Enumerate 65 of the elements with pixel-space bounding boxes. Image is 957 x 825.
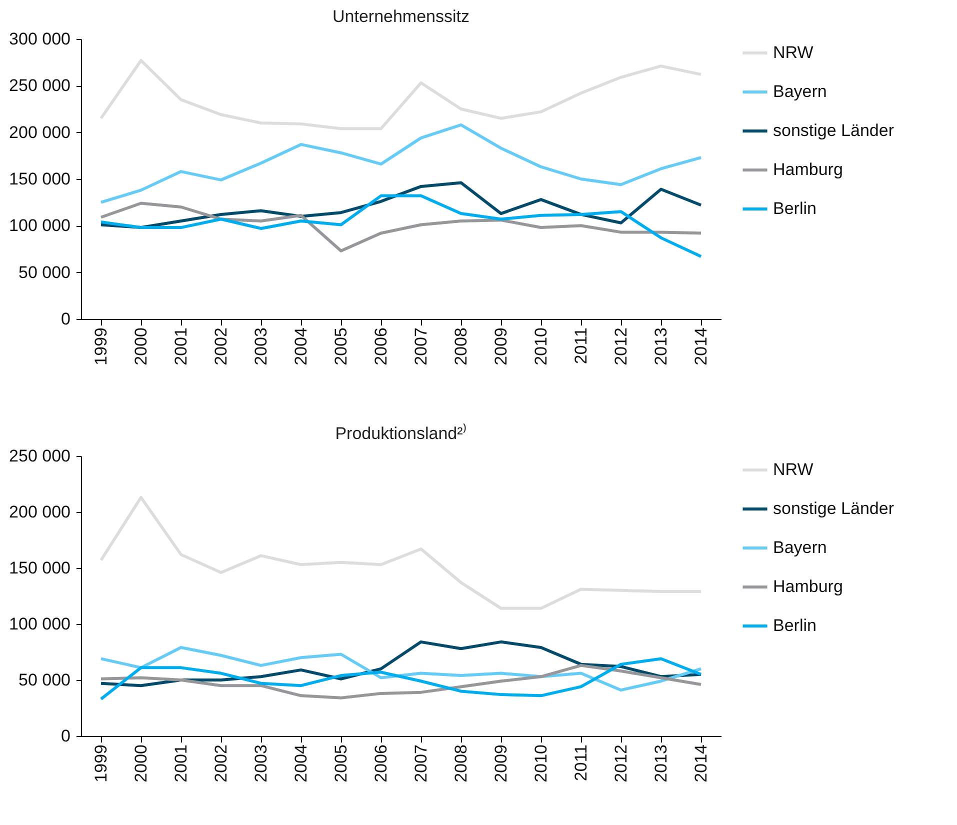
x-tick-label: 2010: [532, 328, 550, 366]
x-tick-label: 2008: [452, 328, 470, 366]
legend-label: NRW: [773, 460, 814, 479]
y-tick-label: 100 000: [9, 614, 70, 634]
x-tick-label: 2007: [412, 328, 430, 366]
y-tick-label: 150 000: [9, 558, 70, 578]
x-tick-label: 2003: [252, 328, 270, 366]
x-tick-label: 2014: [692, 328, 710, 366]
x-tick-label: 2006: [372, 744, 390, 782]
y-tick-label: 0: [61, 310, 70, 328]
x-tick-label: 2000: [132, 328, 150, 366]
x-tick-label: 2001: [172, 744, 190, 782]
y-tick-label: 250 000: [9, 446, 70, 466]
x-tick-label: 1999: [92, 328, 110, 366]
x-tick-label: 2002: [212, 744, 230, 782]
x-tick-label: 2009: [492, 328, 510, 366]
chart-title: Unternehmenssitz: [332, 7, 470, 26]
x-tick-label: 2012: [612, 328, 630, 366]
x-tick-label: 2001: [172, 328, 190, 366]
y-tick-label: 50 000: [18, 262, 70, 282]
legend-label: Bayern: [773, 538, 827, 557]
chart-title: Produktionsland²⁾: [335, 423, 467, 443]
x-tick-label: 2009: [492, 744, 510, 782]
x-tick-label: 2000: [132, 744, 150, 782]
line-series: [100, 664, 702, 700]
legend-label: NRW: [773, 43, 814, 62]
line-series: [100, 202, 702, 252]
line-series: [100, 123, 702, 204]
legend-label: sonstige Länder: [773, 499, 894, 518]
x-tick-label: 2012: [612, 744, 630, 782]
line-series: [100, 646, 702, 692]
x-tick-label: 2004: [292, 744, 310, 782]
x-tick-label: 2004: [292, 328, 310, 366]
legend-label: Berlin: [773, 616, 816, 635]
x-tick-label: 1999: [92, 744, 110, 782]
y-tick-label: 0: [61, 726, 70, 746]
x-tick-label: 2014: [692, 744, 710, 782]
x-tick-label: 2005: [332, 328, 350, 366]
y-tick-label: 200 000: [9, 502, 70, 522]
x-tick-label: 2011: [572, 744, 590, 782]
y-tick-label: 150 000: [9, 170, 70, 188]
legend-label: Hamburg: [773, 577, 843, 596]
x-tick-label: 2008: [452, 744, 470, 782]
x-tick-label: 2011: [572, 328, 590, 364]
x-tick-label: 2002: [212, 328, 230, 366]
y-tick-label: 300 000: [9, 30, 70, 48]
x-tick-label: 2013: [652, 744, 670, 782]
legend-label: Berlin: [773, 199, 816, 218]
legend-label: Bayern: [773, 82, 827, 101]
line-series: [100, 496, 702, 610]
y-tick-label: 50 000: [18, 670, 70, 690]
x-tick-label: 2013: [652, 328, 670, 366]
x-tick-label: 2003: [252, 744, 270, 782]
y-tick-label: 200 000: [9, 122, 70, 142]
x-tick-label: 2006: [372, 328, 390, 366]
legend-label: sonstige Länder: [773, 121, 894, 140]
line-series: [100, 194, 702, 258]
x-tick-label: 2007: [412, 744, 430, 782]
x-tick-label: 2010: [532, 744, 550, 782]
legend-label: Hamburg: [773, 160, 843, 179]
line-series: [100, 58, 702, 130]
y-tick-label: 250 000: [9, 76, 70, 96]
x-tick-label: 2005: [332, 744, 350, 782]
y-tick-label: 100 000: [9, 216, 70, 236]
line-series: [100, 657, 702, 701]
